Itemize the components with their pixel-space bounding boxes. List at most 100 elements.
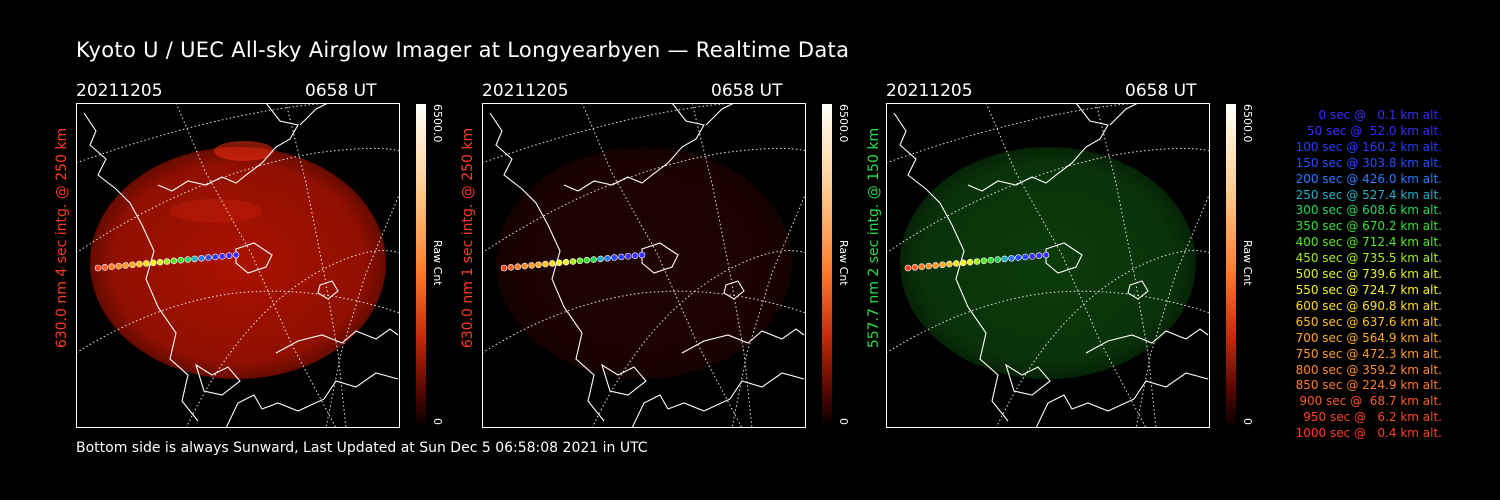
panel-1-colorbar — [416, 104, 426, 428]
footer-status: Bottom side is always Sunward, Last Upda… — [76, 440, 648, 456]
trajectory-point — [994, 256, 1001, 263]
panel-3-image — [886, 103, 1210, 428]
trajectory-point — [946, 260, 953, 268]
trajectory-point — [604, 254, 611, 262]
trajectory-point — [218, 253, 226, 260]
trajectory-point — [101, 264, 109, 271]
legend-row: 50 sec @ 52.0 km alt. — [1299, 123, 1442, 138]
legend-row: 700 sec @ 564.9 km alt. — [1291, 330, 1442, 345]
panel-2-side-label: 630.0 nm 1 sec intg. @ 250 km — [460, 127, 476, 349]
trajectory-point — [542, 260, 549, 268]
panel-3-colorbar-unit: Raw Cnt — [1241, 240, 1254, 286]
panel-3-colorbar-max: 6500.0 — [1241, 104, 1254, 143]
panel-2-colorbar-max: 6500.0 — [837, 104, 850, 143]
trajectory-point — [631, 252, 639, 259]
legend-row: 550 sec @ 724.7 km alt. — [1291, 282, 1442, 297]
trajectory-point — [959, 259, 967, 267]
panel-1-colorbar-unit: Raw Cnt — [431, 240, 444, 286]
panel-2-image — [482, 103, 806, 428]
airglow-image — [900, 147, 1196, 379]
trajectory-point — [987, 256, 995, 264]
trajectory-point — [597, 255, 604, 263]
legend-row: 650 sec @ 637.6 km alt. — [1291, 314, 1442, 329]
trajectory-point — [1042, 251, 1050, 259]
trajectory-point — [212, 253, 219, 261]
legend-row: 750 sec @ 472.3 km alt. — [1291, 346, 1442, 361]
legend-row: 600 sec @ 690.8 km alt. — [1291, 298, 1442, 313]
panel-3-time: 0658 UT — [1125, 81, 1197, 101]
legend-row: 450 sec @ 735.5 km alt. — [1291, 251, 1442, 266]
trajectory-point — [149, 259, 157, 267]
legend-row: 500 sec @ 739.6 km alt. — [1291, 267, 1442, 282]
trajectory-point — [549, 260, 556, 267]
trajectory-point — [500, 264, 508, 272]
legend-row: 100 sec @ 160.2 km alt. — [1291, 139, 1442, 154]
trajectory-point — [918, 263, 926, 270]
trajectory-point — [163, 258, 171, 265]
trajectory-point — [521, 262, 529, 270]
trajectory-point — [611, 254, 618, 261]
trajectory-point — [1028, 253, 1036, 260]
trajectory-point — [184, 256, 191, 263]
trajectory-point — [1008, 254, 1015, 262]
trajectory-point — [925, 262, 933, 270]
trajectory-point — [136, 260, 143, 268]
trajectory-point — [129, 261, 136, 269]
airglow-image — [90, 147, 386, 379]
trajectory-point — [205, 254, 212, 261]
legend-row: 900 sec @ 68.7 km alt. — [1295, 394, 1442, 409]
legend-row: 850 sec @ 224.9 km alt. — [1291, 378, 1442, 393]
panel-1-image — [76, 103, 400, 428]
panel-2-colorbar-unit: Raw Cnt — [837, 240, 850, 286]
legend-row: 150 sec @ 303.8 km alt. — [1291, 155, 1442, 170]
trajectory-legend: 0 sec @ 0.1 km alt. 50 sec @ 52.0 km alt… — [1262, 108, 1442, 442]
trajectory-point — [555, 259, 563, 267]
legend-row: 950 sec @ 6.2 km alt. — [1299, 410, 1442, 425]
trajectory-point — [590, 256, 597, 263]
panel-1-date: 20211205 — [76, 81, 163, 101]
trajectory-point — [1035, 252, 1043, 259]
airglow-image — [496, 147, 792, 379]
trajectory-point — [514, 263, 522, 270]
panel-2-colorbar — [822, 104, 832, 428]
trajectory-point — [953, 260, 960, 267]
trajectory-point — [225, 252, 233, 259]
trajectory-point — [156, 258, 164, 266]
panel-1-side-label: 630.0 nm 4 sec intg. @ 250 km — [54, 127, 70, 349]
trajectory-point — [528, 262, 535, 269]
trajectory-point — [1015, 254, 1022, 261]
trajectory-point — [177, 256, 185, 264]
page-title: Kyoto U / UEC All-sky Airglow Imager at … — [76, 38, 850, 62]
trajectory-point — [939, 261, 946, 269]
panel-3-colorbar-min: 0 — [1241, 418, 1254, 425]
panel-2-colorbar-min: 0 — [837, 418, 850, 425]
legend-row: 1000 sec @ 0.4 km alt. — [1295, 426, 1442, 441]
legend-row: 350 sec @ 670.2 km alt. — [1291, 219, 1442, 234]
trajectory-point — [198, 254, 205, 262]
trajectory-point — [507, 264, 515, 271]
panel-3-date: 20211205 — [886, 81, 973, 101]
legend-row: 800 sec @ 359.2 km alt. — [1291, 362, 1442, 377]
trajectory-point — [569, 258, 577, 265]
trajectory-point — [638, 251, 646, 259]
trajectory-point — [624, 253, 632, 260]
trajectory-point — [973, 258, 981, 265]
trajectory-point — [143, 260, 150, 267]
trajectory-point — [170, 257, 178, 265]
trajectory-point — [535, 261, 542, 269]
trajectory-point — [115, 262, 123, 270]
panel-1-colorbar-max: 6500.0 — [431, 104, 444, 143]
trajectory-point — [618, 253, 625, 261]
panel-2-date: 20211205 — [482, 81, 569, 101]
trajectory-point — [191, 255, 198, 263]
trajectory-point — [1001, 255, 1008, 263]
trajectory-point — [932, 262, 939, 269]
trajectory-point — [904, 264, 912, 272]
panel-3-colorbar — [1226, 104, 1236, 428]
panel-3-side-label: 557.7 nm 2 sec intg. @ 150 km — [866, 127, 882, 349]
trajectory-point — [911, 264, 919, 271]
trajectory-point — [562, 258, 570, 266]
legend-row: 300 sec @ 608.6 km alt. — [1291, 203, 1442, 218]
trajectory-point — [576, 257, 584, 265]
legend-row: 250 sec @ 527.4 km alt. — [1291, 187, 1442, 202]
